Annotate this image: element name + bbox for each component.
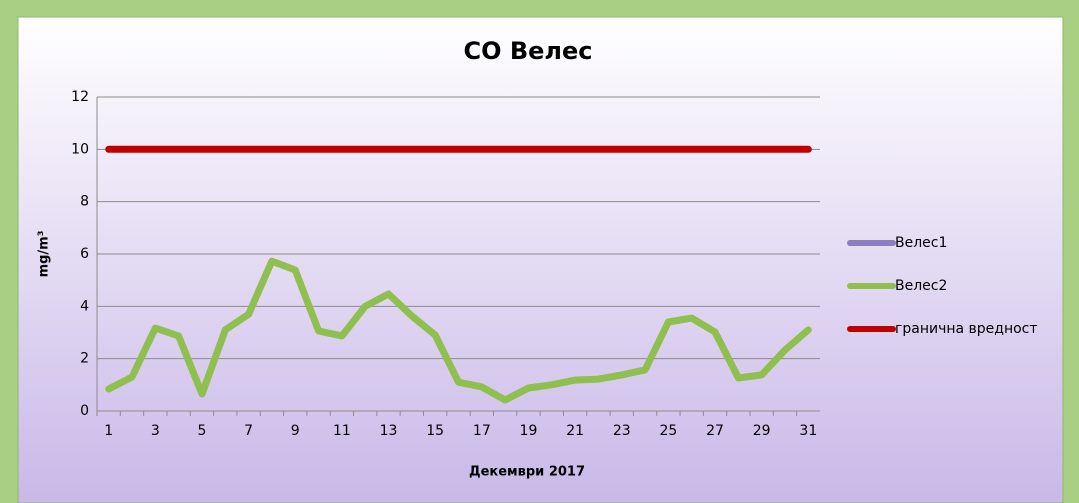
chart-title: CO Велес [463,37,592,65]
chart-panel [17,16,1064,503]
x-tick-label: 23 [613,423,631,439]
x-tick-label: 17 [473,423,491,439]
x-tick-label: 1 [104,423,113,439]
legend-label: Велес2 [895,278,947,294]
x-tick-label: 15 [426,423,444,439]
y-tick-label: 8 [80,194,89,210]
y-tick-label: 12 [71,89,89,105]
legend-label: гранична вредност [895,321,1038,337]
x-tick-label: 19 [520,423,538,439]
x-tick-label: 5 [197,423,206,439]
x-tick-label: 21 [566,423,584,439]
series-line [105,257,812,404]
x-tick-label: 31 [799,423,817,439]
x-tick-label: 25 [659,423,677,439]
x-tick-label: 9 [291,423,300,439]
y-tick-label: 0 [80,403,89,419]
y-tick-label: 10 [71,141,89,157]
x-axis-title: Декември 2017 [469,465,585,480]
legend-label: Велес1 [895,235,947,251]
x-tick-label: 11 [333,423,351,439]
y-axis-title: mg/m³ [37,231,52,278]
x-tick-label: 29 [753,423,771,439]
x-tick-label: 7 [244,423,253,439]
y-tick-label: 4 [80,298,89,314]
x-tick-label: 3 [151,423,160,439]
y-tick-label: 6 [80,246,89,262]
x-tick-label: 27 [706,423,724,439]
y-tick-label: 2 [80,351,89,367]
x-tick-label: 13 [380,423,398,439]
